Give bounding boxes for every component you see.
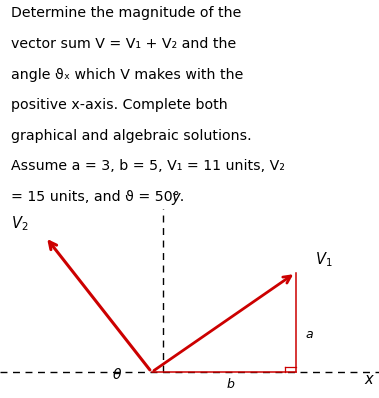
Text: $V_1$: $V_1$ <box>315 250 332 269</box>
Text: positive x-axis. Complete both: positive x-axis. Complete both <box>11 98 228 112</box>
Text: angle ϑₓ which V makes with the: angle ϑₓ which V makes with the <box>11 68 244 82</box>
Text: $y$: $y$ <box>171 191 182 207</box>
Text: $x$: $x$ <box>364 373 375 387</box>
Text: $a$: $a$ <box>305 328 314 341</box>
Text: Determine the magnitude of the: Determine the magnitude of the <box>11 6 242 20</box>
Text: Assume a = 3, b = 5, V₁ = 11 units, V₂: Assume a = 3, b = 5, V₁ = 11 units, V₂ <box>11 159 285 173</box>
Text: $b$: $b$ <box>226 377 235 391</box>
Text: $V_2$: $V_2$ <box>11 214 29 233</box>
Text: = 15 units, and ϑ = 50°.: = 15 units, and ϑ = 50°. <box>11 190 185 204</box>
Text: $\theta$: $\theta$ <box>113 367 122 382</box>
Text: graphical and algebraic solutions.: graphical and algebraic solutions. <box>11 129 252 142</box>
Text: vector sum V = V₁ + V₂ and the: vector sum V = V₁ + V₂ and the <box>11 37 236 51</box>
